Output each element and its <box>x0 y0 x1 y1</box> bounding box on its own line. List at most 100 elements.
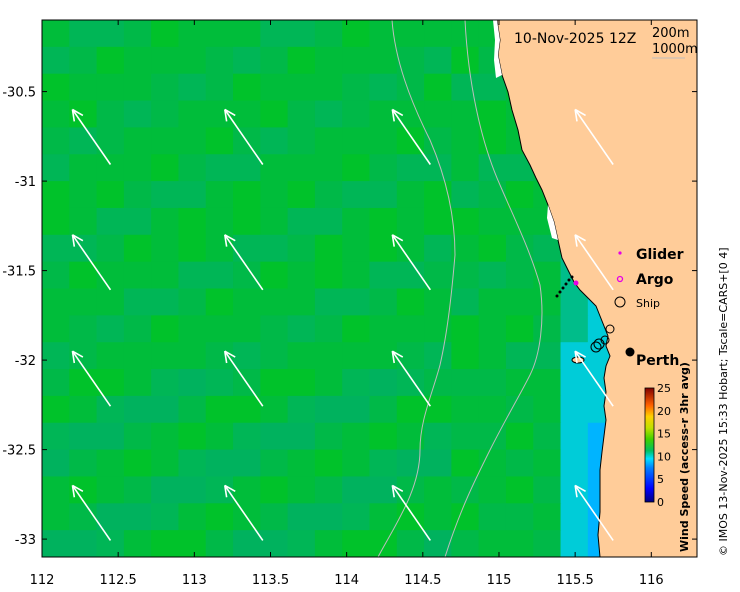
field-cell <box>233 342 261 370</box>
field-cell <box>42 46 70 75</box>
field-cell <box>560 503 589 531</box>
field-cell <box>533 261 562 290</box>
field-cell <box>424 315 452 343</box>
field-cell <box>287 288 316 316</box>
field-cell <box>342 207 371 236</box>
field-cell <box>205 73 234 102</box>
field-cell <box>342 181 371 209</box>
field-cell <box>287 234 316 263</box>
wind-arrow <box>224 350 264 407</box>
field-cell <box>205 100 234 128</box>
field-cell <box>151 315 180 343</box>
field-cell <box>260 288 289 316</box>
field-cell <box>42 127 70 155</box>
field-cell <box>96 20 125 48</box>
field-cell <box>69 369 98 397</box>
wind-arrow <box>391 108 432 165</box>
perth-label: Perth <box>636 353 679 369</box>
colorbar-tick-label: 5 <box>657 473 664 486</box>
field-cell <box>260 100 289 128</box>
field-cell <box>69 395 98 424</box>
field-cell <box>42 395 70 424</box>
field-cell <box>396 46 425 75</box>
field-cell <box>451 315 480 343</box>
wind-arrow <box>224 484 264 541</box>
field-cell <box>478 503 507 531</box>
field-cell <box>505 369 534 397</box>
isobath-1000m <box>377 20 456 557</box>
field-cell <box>314 449 343 478</box>
field-cell <box>151 73 180 102</box>
field-cell <box>178 530 207 557</box>
field-cell <box>233 73 261 102</box>
field-cell <box>342 476 371 504</box>
perth-marker <box>625 347 635 357</box>
field-cell <box>342 449 371 478</box>
field-cell <box>233 530 261 557</box>
field-cell <box>260 207 289 236</box>
field-cell <box>178 342 207 370</box>
field-cell <box>314 154 343 182</box>
field-cell <box>533 476 562 504</box>
field-cell <box>369 261 398 290</box>
field-cell <box>342 234 371 263</box>
field-cell <box>96 530 125 557</box>
field-cell <box>314 181 343 209</box>
field-cell <box>342 127 371 155</box>
field-cell <box>42 181 70 209</box>
field-cell <box>151 369 180 397</box>
ship-track <box>555 275 574 298</box>
field-cell <box>369 154 398 182</box>
field-cell <box>151 503 180 531</box>
field-cell <box>151 20 180 48</box>
field-cell <box>287 369 316 397</box>
field-cell <box>451 395 480 424</box>
field-cell <box>533 395 562 424</box>
field-cell <box>123 20 152 48</box>
field-cell <box>69 20 98 48</box>
field-cell <box>205 476 234 504</box>
field-cell <box>314 261 343 290</box>
field-cell <box>178 20 207 48</box>
field-cell <box>287 154 316 182</box>
field-cell <box>369 503 398 531</box>
wind-arrow <box>574 108 614 165</box>
field-cell <box>342 100 371 128</box>
field-cell <box>314 20 343 48</box>
field-cell <box>533 288 562 316</box>
y-tick-label: -32 <box>15 354 36 369</box>
field-cell <box>69 530 98 557</box>
field-cell <box>451 342 480 370</box>
field-cell <box>178 369 207 397</box>
y-axis: -30.5 -31 -31.5 -32 -32.5 -33 <box>2 86 697 548</box>
field-cell <box>287 530 316 557</box>
map-title: 10-Nov-2025 12Z <box>514 31 636 47</box>
field-cell <box>123 395 152 424</box>
field-cell <box>69 288 98 316</box>
field-cell <box>451 73 480 102</box>
field-cell <box>424 395 452 424</box>
field-cell <box>369 46 398 75</box>
field-cell <box>369 422 398 451</box>
field-cell <box>96 476 125 504</box>
field-cell <box>96 100 125 128</box>
field-cell <box>560 449 589 478</box>
field-cell <box>533 422 562 451</box>
field-cell <box>424 127 452 155</box>
field-cell <box>424 261 452 290</box>
field-cell <box>369 530 398 557</box>
wind-arrow <box>224 234 264 291</box>
x-tick-label: 112.5 <box>100 573 137 588</box>
field-cell <box>314 127 343 155</box>
field-cell <box>287 449 316 478</box>
field-cell <box>369 127 398 155</box>
field-cell <box>178 261 207 290</box>
field-cell <box>424 46 452 75</box>
field-cell <box>478 530 507 557</box>
field-cell <box>96 46 125 75</box>
field-cell <box>451 369 480 397</box>
field-cell <box>178 449 207 478</box>
field-cell <box>424 207 452 236</box>
field-cell <box>151 530 180 557</box>
colorbar-tick-label: 15 <box>657 428 671 441</box>
